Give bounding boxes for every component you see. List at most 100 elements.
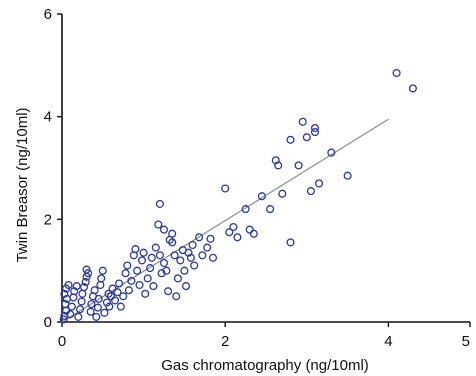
data-point xyxy=(208,253,218,262)
y-tick-label: 4 xyxy=(44,109,52,126)
data-point xyxy=(127,276,136,285)
data-point xyxy=(343,171,352,180)
data-point xyxy=(115,279,124,288)
data-point xyxy=(392,68,401,78)
data-point xyxy=(119,292,128,301)
data-point xyxy=(302,133,311,142)
data-point xyxy=(137,256,147,265)
data-point xyxy=(314,179,324,188)
x-tick-label: 0 xyxy=(58,333,66,350)
data-point xyxy=(155,199,164,208)
data-point xyxy=(87,299,96,309)
data-point xyxy=(86,307,95,316)
data-point xyxy=(66,310,75,319)
data-point xyxy=(124,286,133,295)
data-point xyxy=(60,289,69,298)
axis-labels: Gas chromatography (ng/10ml) Twin Breaso… xyxy=(14,107,369,374)
data-point xyxy=(327,148,336,157)
data-point xyxy=(298,117,307,126)
data-points xyxy=(59,68,417,324)
data-point xyxy=(241,205,250,214)
data-point xyxy=(233,233,242,242)
data-point xyxy=(294,161,303,170)
data-point xyxy=(100,308,109,317)
data-point xyxy=(221,184,230,193)
data-point xyxy=(180,266,189,275)
data-point xyxy=(110,296,120,305)
x-tick-label: 2 xyxy=(221,333,229,350)
y-tick-label: 2 xyxy=(44,211,52,228)
data-point xyxy=(59,315,68,324)
data-point xyxy=(102,298,111,307)
data-point xyxy=(135,280,144,290)
data-point xyxy=(159,258,169,268)
data-point xyxy=(257,192,266,201)
y-axis-title: Twin Breasor (ng/10ml) xyxy=(14,107,31,262)
data-point xyxy=(176,256,185,265)
data-point xyxy=(203,243,212,252)
data-point xyxy=(155,251,164,260)
data-point xyxy=(245,225,254,234)
data-point xyxy=(286,238,295,247)
x-tick-label: 5 xyxy=(462,333,470,350)
data-point xyxy=(249,229,258,238)
data-point xyxy=(79,283,89,292)
data-point xyxy=(173,274,182,283)
data-point xyxy=(190,261,199,270)
data-point xyxy=(106,292,116,301)
data-point xyxy=(168,229,177,238)
data-point xyxy=(229,222,238,232)
data-point xyxy=(306,187,315,196)
data-point xyxy=(64,280,73,290)
data-point xyxy=(146,264,155,273)
data-point xyxy=(157,269,166,278)
data-point xyxy=(181,282,191,291)
data-point xyxy=(98,266,107,275)
data-point xyxy=(147,253,156,262)
data-point xyxy=(93,303,102,312)
data-point xyxy=(154,220,163,229)
data-point xyxy=(77,297,86,306)
data-point xyxy=(141,289,150,298)
data-point xyxy=(92,312,101,321)
data-point xyxy=(81,277,90,287)
data-point xyxy=(123,261,132,270)
data-point xyxy=(310,123,320,133)
data-point xyxy=(113,288,122,297)
data-point xyxy=(90,286,99,295)
y-tick-label: 6 xyxy=(44,6,52,23)
data-point xyxy=(278,189,287,198)
data-point xyxy=(67,302,76,311)
data-point xyxy=(96,280,105,290)
data-point xyxy=(97,274,106,283)
data-point xyxy=(198,251,207,260)
data-point xyxy=(60,311,69,320)
data-point xyxy=(225,228,234,237)
data-point xyxy=(195,233,204,242)
axes: 0 2 4 6 0 2 4 5 xyxy=(44,6,471,350)
data-point xyxy=(139,248,148,257)
data-point xyxy=(104,289,113,298)
data-point xyxy=(310,128,320,137)
data-point xyxy=(82,265,91,274)
data-point xyxy=(186,253,195,262)
data-point xyxy=(94,294,103,303)
data-point xyxy=(164,287,173,296)
data-point xyxy=(116,302,125,311)
data-point xyxy=(149,282,158,291)
data-point xyxy=(168,238,177,247)
data-point xyxy=(143,274,152,283)
data-point xyxy=(121,269,130,278)
data-point xyxy=(188,240,197,250)
data-point xyxy=(78,289,87,298)
data-point xyxy=(133,266,142,275)
data-point xyxy=(206,234,215,243)
data-point xyxy=(408,84,417,93)
data-point xyxy=(159,225,169,234)
data-point xyxy=(286,135,295,144)
y-tick-label: 0 xyxy=(44,314,52,331)
data-point xyxy=(162,266,171,275)
data-point xyxy=(170,251,179,260)
x-axis-title: Gas chromatography (ng/10ml) xyxy=(161,357,369,374)
